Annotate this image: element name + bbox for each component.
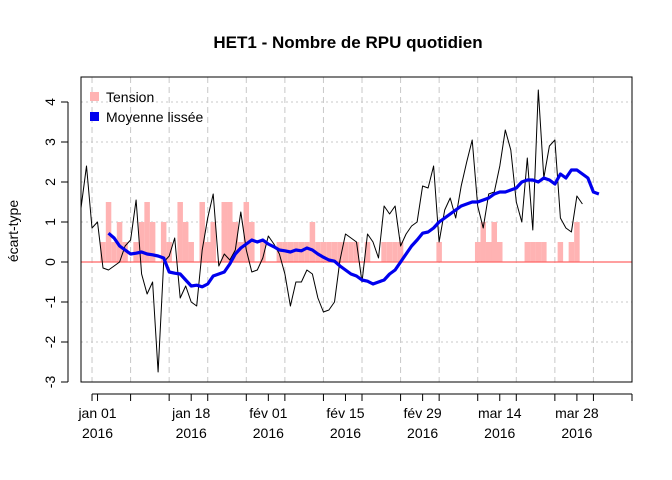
tension-bar <box>160 222 167 262</box>
legend: Tension Moyenne lissée <box>90 89 203 125</box>
tension-bar <box>138 222 145 262</box>
tension-bar <box>221 202 228 262</box>
tension-bar <box>293 242 299 262</box>
tension-bar <box>392 242 398 262</box>
tension-bar <box>491 222 498 262</box>
tension-bars <box>100 202 580 262</box>
tension-bar <box>243 202 250 262</box>
x-tick-label: mar 14 <box>478 405 522 421</box>
legend-swatch-tension <box>90 92 99 101</box>
tension-bar <box>535 242 542 262</box>
tension-bar <box>381 242 387 262</box>
tension-bar <box>188 242 194 262</box>
x-tick-label: fév 29 <box>404 405 442 421</box>
tension-bar <box>557 242 564 262</box>
tension-bar <box>337 242 343 262</box>
tension-bar <box>485 242 492 262</box>
tension-bar <box>122 242 128 262</box>
x-tick-label-year: 2016 <box>176 425 207 441</box>
y-axis-label: écart-type <box>5 200 21 262</box>
tension-bar <box>199 202 205 262</box>
tension-bar <box>326 242 332 262</box>
tension-bar <box>116 222 123 262</box>
x-tick-label: fév 15 <box>326 405 364 421</box>
tension-bar <box>144 202 150 262</box>
tension-bar <box>386 242 393 262</box>
y-tick-label: -3 <box>42 376 58 389</box>
tension-bar <box>568 242 575 262</box>
tension-bar <box>204 242 211 262</box>
legend-label-smooth: Moyenne lissée <box>106 109 203 125</box>
x-tick-label-year: 2016 <box>82 425 113 441</box>
tension-bar <box>304 242 310 262</box>
x-tick-label: fév 01 <box>249 405 287 421</box>
tension-bar <box>309 222 316 262</box>
y-axis: -3 -2 -1 0 1 2 3 4 <box>42 98 69 389</box>
plot-frame <box>80 76 633 383</box>
tension-bar <box>177 202 183 262</box>
tension-bar <box>530 242 536 262</box>
x-tick-label-year: 2016 <box>484 425 515 441</box>
tension-bar <box>348 242 354 262</box>
tension-bar <box>249 222 255 262</box>
tension-bar <box>353 242 360 262</box>
tension-bar <box>166 242 172 262</box>
tension-bar <box>182 222 189 262</box>
tension-bar <box>238 242 244 262</box>
tension-bar <box>574 222 580 262</box>
y-tick-label: 4 <box>42 98 58 106</box>
tension-bar <box>149 222 156 262</box>
x-axis: jan 01 2016 jan 18 2016 fév 01 2016 fév 15 2016… <box>77 393 633 441</box>
tension-bar <box>232 222 239 262</box>
legend-label-tension: Tension <box>106 89 154 105</box>
tension-bar <box>342 242 349 262</box>
y-tick-label: 3 <box>42 138 58 146</box>
tension-bar <box>397 242 404 262</box>
y-tick-label: 1 <box>42 218 58 226</box>
series-line-smooth <box>107 168 600 289</box>
tension-bar <box>210 222 216 262</box>
x-tick-label-year: 2016 <box>330 425 361 441</box>
tension-bar <box>331 242 338 262</box>
tension-bar <box>474 242 481 262</box>
tension-bar <box>227 202 233 262</box>
x-tick-label-year: 2016 <box>407 425 438 441</box>
tension-bar <box>111 242 117 262</box>
y-tick-label: -2 <box>42 336 58 349</box>
tension-bar <box>260 242 266 262</box>
y-tick-label: 2 <box>42 178 58 186</box>
y-tick-label: 0 <box>42 258 58 266</box>
tension-bar <box>320 242 327 262</box>
tension-bar <box>524 242 531 262</box>
tension-bar <box>480 222 486 262</box>
legend-swatch-smooth <box>90 112 99 121</box>
series-line-daily <box>80 89 583 373</box>
x-tick-label: jan 18 <box>171 405 210 421</box>
tension-bar <box>364 242 371 262</box>
x-tick-label: jan 01 <box>77 405 116 421</box>
x-tick-label-year: 2016 <box>561 425 592 441</box>
x-tick-label: mar 28 <box>555 405 599 421</box>
tension-bar <box>497 242 503 262</box>
x-tick-label-year: 2016 <box>253 425 284 441</box>
series-lines <box>80 89 600 373</box>
tension-bar <box>541 242 547 262</box>
chart-title: HET1 - Nombre de RPU quotidien <box>213 33 482 52</box>
y-tick-label: -1 <box>42 296 58 309</box>
tension-bar <box>105 202 112 262</box>
tension-bar <box>436 242 442 262</box>
tension-bar <box>100 242 106 262</box>
tension-bar <box>276 242 283 262</box>
tension-bar <box>315 242 321 262</box>
